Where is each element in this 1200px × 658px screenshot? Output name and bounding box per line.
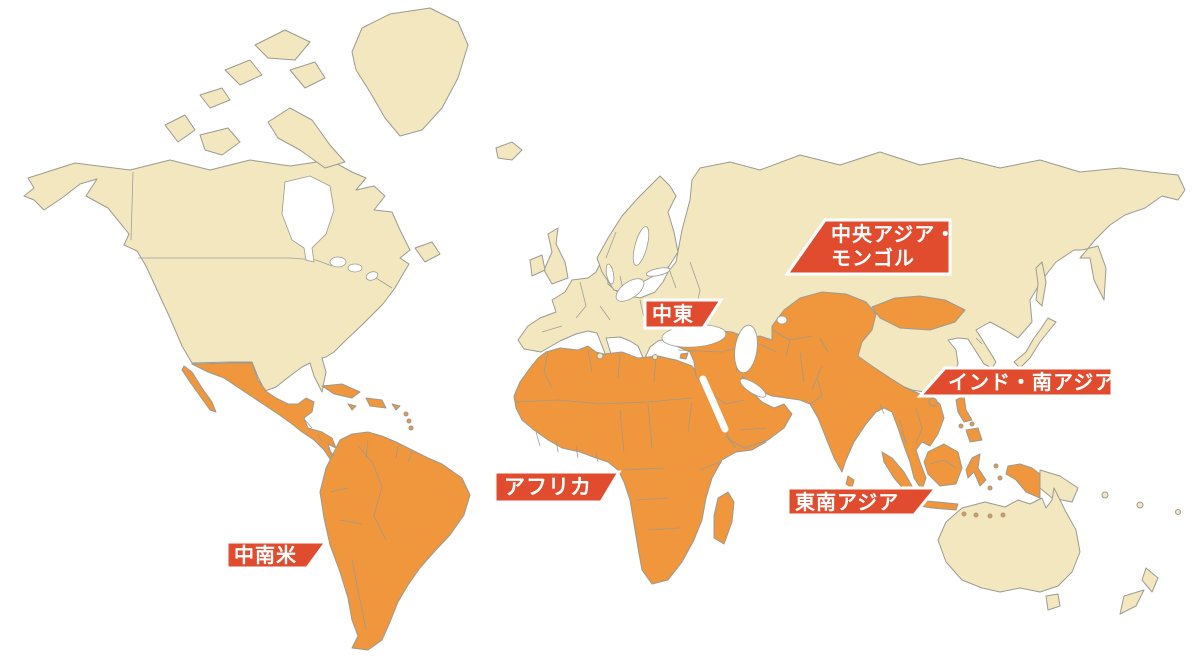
label-latin-america[interactable]: 中南米 bbox=[225, 540, 329, 570]
label-text: 中東 bbox=[652, 302, 694, 326]
island-jamaica bbox=[347, 403, 357, 411]
island-iceland bbox=[495, 141, 523, 161]
small-island bbox=[403, 411, 409, 417]
gulf-of-bothnia bbox=[632, 226, 650, 266]
region-asia-belt[interactable] bbox=[663, 291, 945, 491]
island-banks bbox=[164, 114, 196, 143]
small-island bbox=[1136, 501, 1144, 509]
highlighted-regions-group bbox=[181, 291, 1041, 651]
island-madagascar bbox=[713, 491, 735, 545]
island-arctic-1 bbox=[224, 59, 263, 86]
label-flag-shape bbox=[225, 540, 329, 570]
small-island bbox=[993, 463, 999, 469]
island-arctic-3 bbox=[199, 87, 231, 109]
island-sakhalin bbox=[1035, 261, 1047, 307]
label-flag-shape bbox=[643, 298, 724, 330]
small-island bbox=[1175, 509, 1181, 515]
label-southeast-asia[interactable]: 東南アジア bbox=[786, 486, 940, 517]
label-text: 中南米 bbox=[234, 543, 297, 567]
seas-group bbox=[281, 175, 788, 433]
label-flag-shape bbox=[493, 470, 622, 504]
label-africa[interactable]: アフリカ bbox=[493, 470, 622, 504]
small-island bbox=[958, 423, 964, 429]
small-island bbox=[406, 418, 412, 424]
kattegat bbox=[605, 263, 615, 285]
island-arctic-2 bbox=[289, 61, 326, 89]
label-flag-shape bbox=[784, 218, 952, 276]
peninsula-baja bbox=[181, 365, 217, 413]
label-india-south-asia[interactable]: インド・南アジア bbox=[916, 366, 1115, 398]
landmass-south-america bbox=[319, 431, 471, 651]
small-island bbox=[987, 485, 993, 491]
landmass-mideast-centralasia-india bbox=[663, 291, 945, 491]
label-middle-east[interactable]: 中東 bbox=[643, 298, 724, 330]
sea-baltic bbox=[615, 278, 645, 302]
small-island bbox=[973, 512, 979, 518]
region-mongolia[interactable] bbox=[871, 295, 966, 331]
island-great-britain bbox=[543, 227, 569, 285]
island-victoria bbox=[199, 127, 241, 156]
other-land-group bbox=[23, 7, 1186, 615]
caspian-sea bbox=[734, 324, 758, 374]
lake-huron bbox=[347, 263, 363, 273]
small-island bbox=[408, 425, 414, 431]
island-west-papua bbox=[1005, 463, 1041, 499]
island-ellesmere bbox=[254, 29, 311, 61]
island-hispaniola bbox=[365, 397, 387, 409]
region-latin-america[interactable] bbox=[181, 362, 471, 651]
landmass-australia bbox=[937, 487, 1081, 593]
small-island bbox=[1000, 512, 1006, 518]
island-sicily bbox=[596, 352, 604, 360]
label-text: アフリカ bbox=[504, 476, 592, 499]
landmass-north-america bbox=[23, 159, 411, 393]
region-africa[interactable] bbox=[513, 345, 767, 585]
small-island bbox=[997, 475, 1003, 481]
small-island bbox=[987, 513, 993, 519]
persian-gulf bbox=[739, 378, 767, 398]
label-text-line2: モンゴル bbox=[831, 246, 915, 270]
island-newfoundland bbox=[414, 241, 441, 263]
landmass-greenland bbox=[351, 7, 469, 137]
lake-erie-ontario bbox=[365, 271, 379, 281]
island-new-zealand-south bbox=[1119, 589, 1145, 615]
island-cuba bbox=[321, 383, 361, 399]
islands-japan bbox=[1013, 317, 1057, 369]
small-island bbox=[961, 511, 967, 517]
gulf-of-finland bbox=[645, 267, 671, 277]
island-sri-lanka bbox=[845, 475, 855, 489]
island-mindanao bbox=[965, 427, 983, 443]
island-cyprus bbox=[679, 352, 689, 360]
island-new-zealand-north bbox=[1141, 567, 1159, 593]
label-flag-shape bbox=[916, 366, 1114, 398]
label-text-line1: 中央アジア・ bbox=[831, 222, 956, 246]
island-hainan bbox=[928, 397, 938, 407]
island-luzon bbox=[955, 395, 973, 423]
island-sumatra bbox=[881, 451, 913, 493]
lake-superior bbox=[329, 256, 347, 268]
label-text: インド・南アジア bbox=[948, 371, 1115, 394]
island-baffin bbox=[267, 107, 346, 169]
island-crete bbox=[652, 354, 658, 360]
sea-hudson-bay bbox=[281, 175, 335, 263]
country-borders bbox=[130, 171, 983, 631]
label-flag-shape bbox=[786, 486, 940, 517]
aral-sea bbox=[776, 315, 788, 325]
label-central-asia-mongolia[interactable]: 中央アジア・ モンゴル bbox=[784, 218, 956, 276]
small-island bbox=[1101, 491, 1109, 499]
island-borneo bbox=[923, 443, 963, 487]
label-text: 東南アジア bbox=[795, 491, 899, 514]
island-tasmania bbox=[1045, 593, 1061, 611]
landmass-africa bbox=[513, 345, 767, 585]
small-island bbox=[969, 421, 975, 427]
island-ireland bbox=[529, 254, 546, 277]
island-puerto-rico bbox=[391, 403, 401, 411]
landmass-mongolia bbox=[871, 295, 966, 331]
island-sulawesi bbox=[965, 453, 987, 487]
red-sea bbox=[699, 375, 729, 433]
